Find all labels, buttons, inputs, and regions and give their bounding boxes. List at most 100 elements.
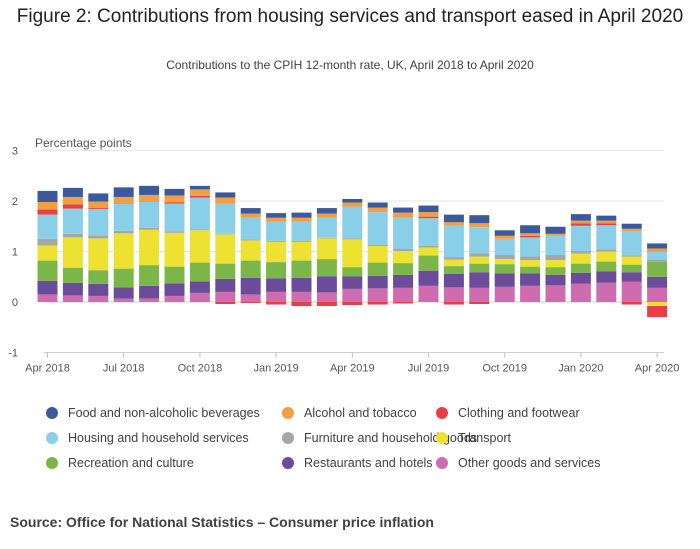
bar-segment: Alcohol and tobacco Feb 2019: 0.08 [291,217,312,222]
legend-label: Recreation and culture [68,456,194,470]
bar-segment: Housing and household services Mar 2019:… [316,217,337,238]
bar-segment: Other goods and services Sep 2018: 0.12 [164,295,185,302]
bar-segment: Recreation and culture Sep 2019: 0.17 [469,263,490,273]
bar-segment: Furniture and household goods Sep 2018: … [164,231,185,233]
legend-label: Other goods and services [458,456,601,470]
bar-segment: Restaurants and hotels Jul 2018: 0.22 [113,287,134,299]
bar-segment: Other goods and services Jun 2018: 0.12 [88,295,109,302]
bar-segment: Alcohol and tobacco May 2018: 0.15 [62,196,83,205]
legend-item[interactable]: Alcohol and tobacco [282,406,417,420]
bar-segment: Food and non-alcoholic beverages Jul 201… [418,205,439,213]
bar-segment: Housing and household services Feb 2020:… [596,225,617,250]
bar-segment: Restaurants and hotels Sep 2018: 0.25 [164,283,185,296]
bar-segment: Food and non-alcoholic beverages Dec 201… [545,226,566,234]
source-note: Source: Office for National Statistics –… [10,514,434,530]
bar-segment: Restaurants and hotels Oct 2018: 0.23 [189,281,210,293]
y-tick-label: 2 [12,196,18,208]
bar-segment: Transport Apr 2020: -0.08 [647,302,668,307]
y-tick-label: 1 [12,247,18,259]
bar-segment: Housing and household services Apr 2020:… [647,252,668,260]
bar-segment: Clothing and footwear Jul 2019: 0.03 [418,216,439,219]
bar-segment: Clothing and footwear May 2019: -0.05 [367,302,388,305]
bar-segment: Recreation and culture May 2018: 0.3 [62,267,83,283]
bar-segment: Transport Sep 2019: 0.14 [469,256,490,264]
bar-segment: Clothing and footwear Nov 2018: -0.04 [215,302,236,305]
bar-segment: Furniture and household goods Mar 2019: … [316,237,337,239]
bar-segment: Restaurants and hotels May 2019: 0.25 [367,275,388,289]
bar-segment: Clothing and footwear Sep 2018: 0.02 [164,202,185,204]
legend-item[interactable]: Recreation and culture [46,456,194,470]
legend-item[interactable]: Transport [436,431,511,445]
legend-item[interactable]: Clothing and footwear [436,406,580,420]
bar-segment: Alcohol and tobacco Aug 2019: 0.07 [443,222,464,226]
bar-segment: Other goods and services Feb 2019: 0.2 [291,291,312,302]
legend-label: Food and non-alcoholic beverages [68,406,260,420]
legend-item[interactable]: Restaurants and hotels [282,456,433,470]
bar-segment: Transport Aug 2018: 0.7 [139,229,160,266]
bar-segment: Furniture and household goods Nov 2019: … [520,256,541,261]
bar-segment: Other goods and services Sep 2019: 0.28 [469,287,490,302]
legend-item[interactable]: Food and non-alcoholic beverages [46,406,260,420]
bar-segment: Alcohol and tobacco Apr 2020: 0.07 [647,248,668,253]
bar-segment: Transport Aug 2019: 0.13 [443,259,464,267]
bar-segment: Transport Apr 2019: 0.55 [342,239,363,268]
bar-segment: Clothing and footwear Feb 2019: -0.08 [291,302,312,307]
bar-segment: Recreation and culture Apr 2020: 0.3 [647,261,668,277]
bar-segment: Restaurants and hotels Mar 2020: 0.19 [621,272,642,282]
x-tick-label: Jul 2019 [408,363,450,375]
bar-segment: Food and non-alcoholic beverages Nov 201… [520,225,541,234]
bar-segment: Alcohol and tobacco Aug 2018: 0.14 [139,194,160,203]
legend-item[interactable]: Housing and household services [46,431,249,445]
bar-segment: Food and non-alcoholic beverages Feb 202… [596,215,617,221]
bar-segment: Other goods and services Dec 2018: 0.15 [240,294,261,302]
bar-segment: Food and non-alcoholic beverages Apr 201… [342,198,363,203]
chart-title: Figure 2: Contributions from housing ser… [16,6,684,27]
x-tick-label: Oct 2018 [178,363,223,375]
bar-segment: Food and non-alcoholic beverages Dec 201… [240,208,261,214]
bar-segment: Other goods and services Oct 2019: 0.3 [494,286,515,302]
bar-segment: Transport Oct 2018: 0.64 [189,230,210,263]
legend-item[interactable]: Furniture and household goods [282,431,477,445]
bar-segment: Housing and household services Dec 2019:… [545,235,566,256]
bar-segment: Alcohol and tobacco Jul 2019: 0.09 [418,212,439,217]
bar-segment: Recreation and culture Jan 2020: 0.18 [570,263,591,273]
bar-segment: Restaurants and hotels Apr 2019: 0.25 [342,276,363,289]
bar-segment: Housing and household services Mar 2020:… [621,231,642,256]
bar-segment: Housing and household services May 2018:… [62,208,83,234]
bar-segment: Other goods and services Jan 2020: 0.36 [570,283,591,302]
bar-segment: Alcohol and tobacco Mar 2020: 0.05 [621,228,642,232]
bar-segment: Alcohol and tobacco Jan 2019: 0.08 [266,217,287,222]
bar-segment: Furniture and household goods Nov 2018: … [215,233,236,235]
bar-segment: Recreation and culture Jul 2019: 0.3 [418,255,439,271]
bar-segment: Restaurants and hotels Feb 2019: 0.28 [291,277,312,292]
bar-segment: Other goods and services Aug 2018: 0.07 [139,298,160,302]
bar-segment: Transport Feb 2019: 0.37 [291,241,312,261]
bar-segment: Furniture and household goods May 2019: … [367,244,388,246]
bar-segment: Recreation and culture Apr 2019: 0.18 [342,267,363,277]
bar-segment: Furniture and household goods Feb 2020: … [596,249,617,252]
bar-segment: Clothing and footwear Sep 2019: -0.04 [469,302,490,305]
bar-segment: Recreation and culture Nov 2019: 0.13 [520,266,541,274]
bar-segment: Recreation and culture Feb 2019: 0.34 [291,260,312,278]
bar-segment: Housing and household services Aug 2019:… [443,225,464,258]
bar-segment: Alcohol and tobacco Jan 2020: 0.05 [570,220,591,224]
bar-segment: Restaurants and hotels Jan 2020: 0.22 [570,272,591,284]
bar-segment: Housing and household services Oct 2019:… [494,238,515,256]
bar-segment: Housing and household services May 2019:… [367,212,388,245]
legend-item[interactable]: Other goods and services [436,456,600,470]
bar-segment: Other goods and services Jun 2019: 0.28 [393,287,414,302]
y-tick-label: 0 [12,297,18,309]
bar-segment: Alcohol and tobacco Jun 2019: 0.1 [393,212,414,218]
bar-segment: Other goods and services Feb 2020: 0.38 [596,282,617,302]
bar-segment: Furniture and household goods Aug 2019: … [443,257,464,260]
bar-segment: Transport Mar 2019: 0.41 [316,238,337,260]
bar-segment: Restaurants and hotels Aug 2018: 0.25 [139,285,160,299]
bar-segment: Alcohol and tobacco Jul 2018: 0.14 [113,196,134,205]
bar-segment: Food and non-alcoholic beverages Mar 202… [621,223,642,229]
legend-label: Clothing and footwear [458,406,580,420]
bar-segment: Furniture and household goods Feb 2019: … [291,240,312,242]
bar-segment: Food and non-alcoholic beverages Jan 202… [570,214,591,221]
bar-segment: Transport Sep 2018: 0.67 [164,232,185,267]
bar-segment: Recreation and culture Mar 2019: 0.34 [316,259,337,277]
bar-segment: Recreation and culture Aug 2019: 0.15 [443,266,464,274]
